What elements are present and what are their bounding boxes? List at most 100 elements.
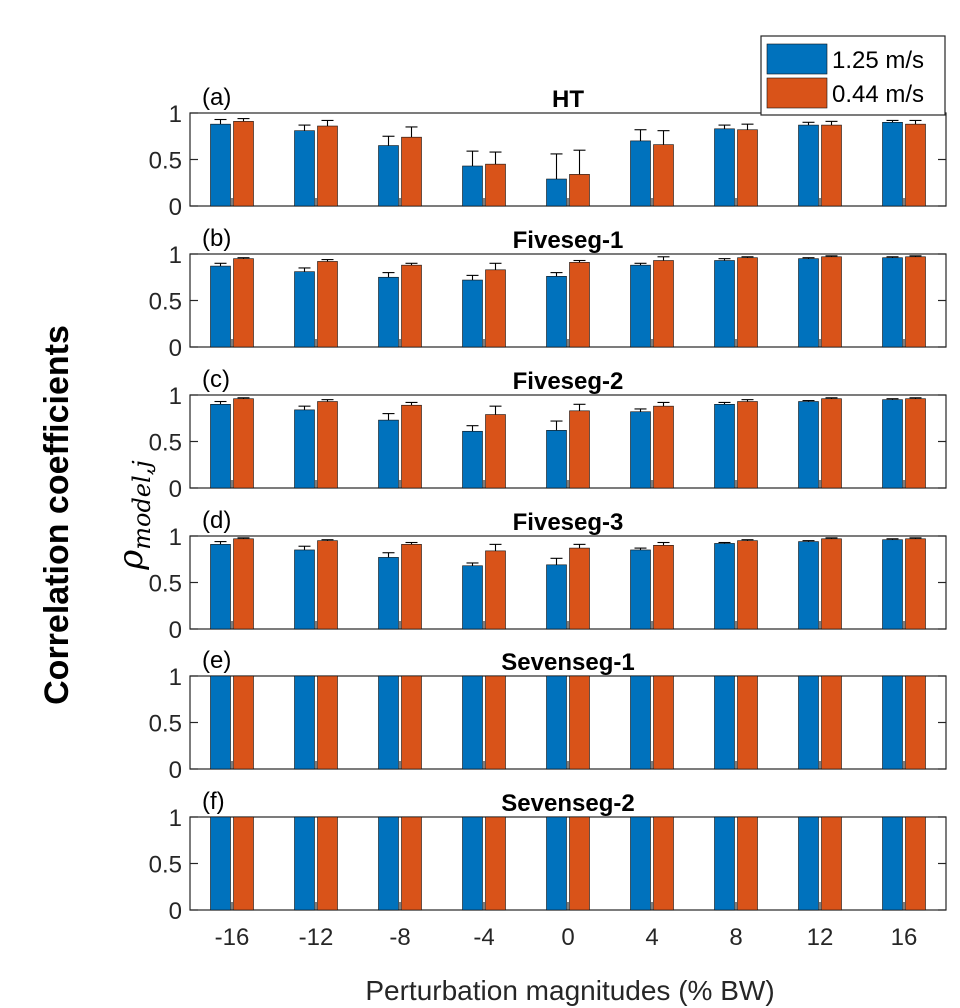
panel-2: Fiveseg-2 (c) 0 0.5 1 [149,366,947,503]
bar-a [714,816,735,911]
x-tick-label: 4 [645,924,658,951]
bar-a [882,539,903,630]
bar-a [462,430,483,489]
bar-b [401,136,422,207]
x-axis-label: Perturbation magnitudes (% BW) [365,975,774,1006]
bar-a [378,557,399,630]
y-tick-label: 0.5 [149,852,182,879]
bar-b [485,675,506,770]
bar-b [653,544,674,630]
panel-title: Fiveseg-2 [513,368,624,395]
y-tick-label: 0.5 [149,148,182,175]
bar-b [821,816,842,911]
bar-b [905,256,926,348]
x-tick-label: 8 [729,924,742,951]
bar-b [653,144,674,207]
panel-label: (d) [202,507,231,534]
bar-b [485,550,506,630]
y-tick-label: 1 [169,383,182,410]
legend-swatch [766,43,828,75]
bar-b [653,260,674,348]
axes-box [189,535,947,630]
y-tick-label: 0 [169,335,182,362]
bar-a [882,675,903,770]
bar-b [905,398,926,489]
bar-b [737,257,758,348]
bar-b [569,675,590,770]
bar-b [317,125,338,207]
axes-box [189,112,947,207]
bar-b [737,675,758,770]
bar-a [378,145,399,207]
bar-b [905,123,926,207]
bar-a [630,140,651,207]
bar-b [233,538,254,630]
bar-a [798,124,819,207]
bar-b [317,401,338,489]
y-axis-symbol-rho: ρ [111,550,151,571]
axes-box [189,253,947,348]
bar-a [882,122,903,207]
bar-a [462,565,483,630]
bar-a [294,549,315,630]
panels: HT (a) 0 0.5 1 Fiveseg-1 (b) 0 0.5 1 Fiveseg-2 (c) 0… [149,84,947,951]
bar-b [737,401,758,489]
bar-b [485,414,506,489]
panel-3: Fiveseg-3 (d) 0 0.5 1 [149,507,947,644]
panel-title: Sevenseg-1 [501,649,634,676]
bar-a [630,264,651,348]
panel-label: (a) [202,84,231,111]
bar-b [569,410,590,489]
panel-5: Sevenseg-2 (f) 0 0.5 1 -16 -12 -8 -4 0 4 8 12 16 [149,788,947,951]
bar-a [462,279,483,348]
y-tick-label: 1 [169,664,182,691]
bar-a [210,123,231,207]
bar-b [653,816,674,911]
x-tick-label: -16 [215,924,250,951]
bar-b [233,675,254,770]
y-tick-label: 1 [169,524,182,551]
bar-a [630,549,651,630]
bar-b [233,121,254,207]
panel-label: (e) [202,647,231,674]
bar-a [378,419,399,489]
bar-a [294,409,315,489]
bar-b [233,398,254,489]
bar-a [294,271,315,348]
bar-a [546,430,567,489]
bar-b [821,675,842,770]
x-tick-label: 16 [891,924,918,951]
bar-a [798,675,819,770]
bar-a [882,399,903,489]
bar-a [714,675,735,770]
bar-a [546,816,567,911]
bar-b [569,816,590,911]
bar-b [569,174,590,207]
y-tick-label: 1 [169,242,182,269]
bar-b [737,816,758,911]
bar-b [653,675,674,770]
y-tick-label: 0 [169,757,182,784]
bar-b [401,544,422,630]
x-tick-label: -12 [299,924,334,951]
bar-a [714,543,735,630]
bar-b [233,258,254,348]
bar-b [821,124,842,207]
bar-b [317,261,338,348]
y-tick-label: 0.5 [149,711,182,738]
legend-swatch [766,77,828,109]
y-tick-label: 0 [169,898,182,925]
panel-0: HT (a) 0 0.5 1 [149,84,947,221]
bar-b [905,816,926,911]
bar-a [378,276,399,348]
bar-b [821,538,842,630]
bar-a [714,128,735,207]
axes-box [189,394,947,489]
y-tick-label: 0.5 [149,289,182,316]
x-tick-label: 0 [561,924,574,951]
y-axis-symbol-subscript: model,j [128,460,156,550]
bar-a [378,675,399,770]
bar-b [401,675,422,770]
panel-1: Fiveseg-1 (b) 0 0.5 1 [149,225,947,362]
